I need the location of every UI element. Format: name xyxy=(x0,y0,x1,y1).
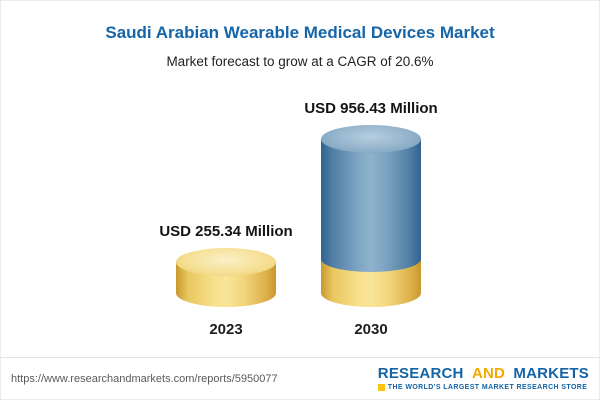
bar-2030-cylinder-blue-segment xyxy=(321,139,421,273)
chart-title: Saudi Arabian Wearable Medical Devices M… xyxy=(105,23,495,42)
category-label-2023: 2023 xyxy=(209,321,243,338)
value-label-2030: USD 956.43 Million xyxy=(304,100,438,117)
footer: https://www.researchandmarkets.com/repor… xyxy=(1,357,599,399)
chart-area: USD 255.34 Million 2023 USD 956.43 Milli… xyxy=(1,86,599,357)
logo-tagline: THE WORLD'S LARGEST MARKET RESEARCH STOR… xyxy=(387,384,588,392)
bar-2023-cylinder-top xyxy=(176,248,276,277)
logo-yellow-square-icon xyxy=(377,384,385,392)
chart-subtitle: Market forecast to grow at a CAGR of 20.… xyxy=(166,54,434,69)
logo-wordmark: RESEARCH AND MARKETS xyxy=(377,364,589,383)
logo-word-research: RESEARCH xyxy=(377,364,464,382)
bar-2030-cylinder-top xyxy=(321,125,421,153)
category-label-2030: 2030 xyxy=(354,321,388,338)
chart-header: Saudi Arabian Wearable Medical Devices M… xyxy=(1,1,599,69)
source-url: https://www.researchandmarkets.com/repor… xyxy=(11,372,278,385)
research-and-markets-logo: RESEARCH AND MARKETS THE WORLD'S LARGEST… xyxy=(377,364,589,392)
logo-word-markets: MARKETS xyxy=(513,364,589,382)
logo-tagline-row: THE WORLD'S LARGEST MARKET RESEARCH STOR… xyxy=(377,384,589,392)
value-label-2023: USD 255.34 Million xyxy=(159,223,293,241)
logo-word-and: AND xyxy=(471,364,506,382)
